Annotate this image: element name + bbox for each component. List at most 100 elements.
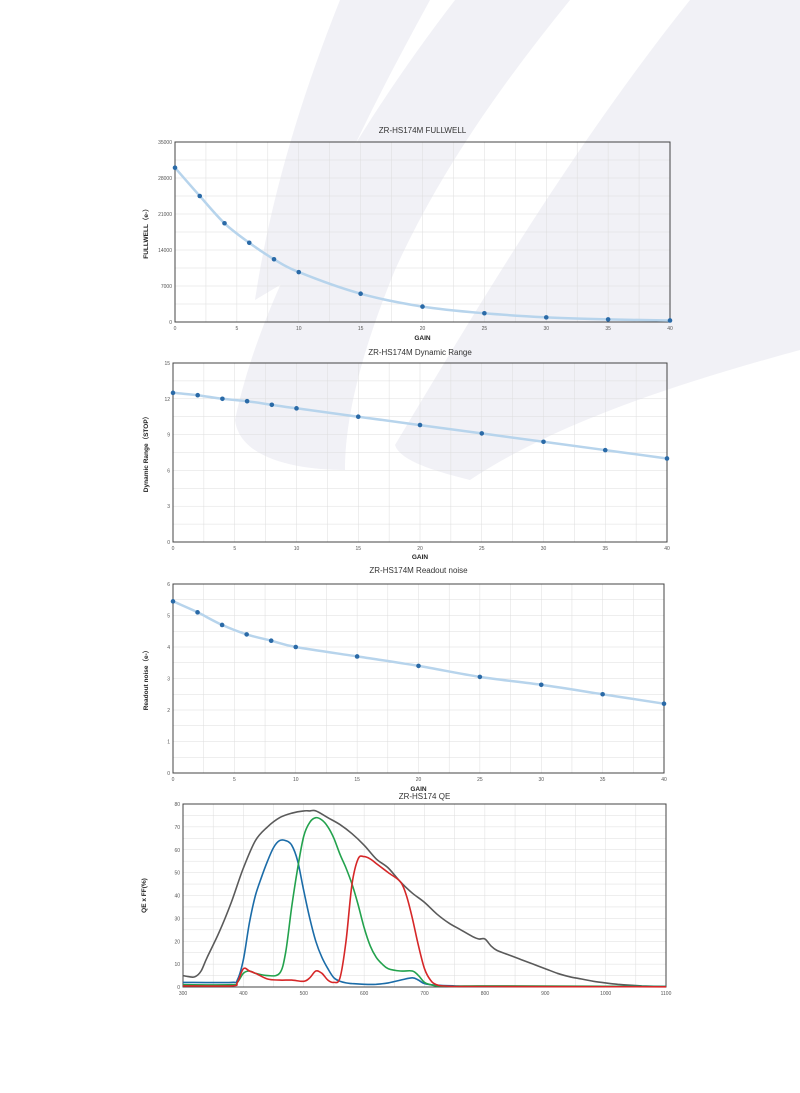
y-axis-label: QE x FF(%) bbox=[141, 878, 148, 913]
data-point bbox=[538, 682, 544, 688]
y-tick-label: 40 bbox=[174, 894, 180, 900]
x-tick-label: 40 bbox=[661, 777, 667, 783]
y-tick-label: 50 bbox=[174, 871, 180, 877]
x-tick-label: 600 bbox=[360, 991, 369, 997]
x-tick-label: 35 bbox=[605, 326, 611, 332]
data-point bbox=[358, 291, 363, 297]
data-point bbox=[417, 422, 423, 428]
x-tick-label: 35 bbox=[602, 546, 608, 552]
data-point bbox=[600, 691, 605, 697]
fullwell-chart-svg: 0 5 10 15 20 25 30 35 40 0 7000 14000 21000 28000 3500… bbox=[142, 126, 673, 342]
series-line bbox=[182, 839, 667, 988]
data-point bbox=[246, 240, 252, 246]
y-tick-label: 7000 bbox=[161, 284, 172, 290]
x-tick-label: 5 bbox=[233, 546, 236, 552]
y-tick-label: 5 bbox=[167, 614, 170, 620]
y-tick-label: 1 bbox=[167, 740, 170, 746]
x-tick-label: 25 bbox=[482, 326, 488, 332]
x-tick-label: 15 bbox=[354, 777, 360, 783]
data-point bbox=[195, 610, 200, 615]
data-point bbox=[482, 310, 487, 316]
data-point bbox=[602, 447, 608, 453]
data-point bbox=[294, 406, 299, 411]
y-tick-label: 10 bbox=[174, 962, 180, 968]
readout-noise-chart-svg: 0 5 10 15 20 25 30 35 40 0 1 2 3 4 5 6 ZR-HS174M Readout… bbox=[142, 566, 667, 793]
x-tick-label: 25 bbox=[477, 777, 483, 783]
series-line bbox=[182, 816, 667, 988]
x-tick-label: 15 bbox=[355, 546, 361, 552]
data-point bbox=[420, 304, 425, 309]
y-tick-label: 6 bbox=[167, 468, 170, 474]
x-tick-label: 20 bbox=[420, 326, 426, 332]
x-tick-label: 20 bbox=[416, 777, 422, 783]
qe-chart: 300 400 500 600 700 800 900 1000 1100 0 10 20 30 40 50… bbox=[0, 790, 800, 1000]
data-point bbox=[197, 193, 203, 199]
y-tick-label: 0 bbox=[177, 985, 180, 991]
y-tick-label: 20 bbox=[174, 939, 180, 945]
dynamic-range-chart-svg: 0 5 10 15 20 25 30 35 40 0 3 6 9 12 15 ZR-HS174M Dynami… bbox=[142, 348, 670, 561]
data-point bbox=[222, 220, 227, 226]
x-tick-label: 0 bbox=[172, 546, 175, 552]
y-axis-label: Dynamic Range（STOP） bbox=[142, 413, 150, 492]
watermark-shape bbox=[235, 0, 570, 470]
chart-title: ZR-HS174M FULLWELL bbox=[379, 126, 467, 135]
y-axis-label: Readout noise（e-） bbox=[142, 647, 150, 711]
x-tick-label: 40 bbox=[664, 546, 670, 552]
x-tick-label: 300 bbox=[179, 991, 188, 997]
x-tick-label: 1000 bbox=[600, 991, 611, 997]
data-point bbox=[355, 414, 361, 419]
chart-title: ZR-HS174 QE bbox=[399, 792, 451, 801]
x-tick-label: 35 bbox=[600, 777, 606, 783]
x-tick-label: 10 bbox=[296, 326, 302, 332]
x-tick-label: 40 bbox=[667, 326, 673, 332]
data-point bbox=[416, 663, 421, 669]
y-tick-label: 0 bbox=[167, 540, 170, 546]
x-tick-label: 30 bbox=[538, 777, 544, 783]
data-point bbox=[268, 638, 274, 643]
y-tick-label: 3 bbox=[167, 677, 170, 683]
x-tick-label: 500 bbox=[300, 991, 309, 997]
x-tick-label: 20 bbox=[417, 546, 423, 552]
chart-title: ZR-HS174M Readout noise bbox=[369, 566, 468, 575]
chart-title: ZR-HS174M Dynamic Range bbox=[368, 348, 472, 357]
x-tick-label: 0 bbox=[172, 777, 175, 783]
y-axis-label: FULLWELL（e-） bbox=[142, 205, 150, 258]
plot-frame bbox=[172, 362, 668, 543]
y-tick-label: 21000 bbox=[158, 212, 172, 218]
y-tick-label: 0 bbox=[169, 320, 172, 326]
y-tick-label: 14000 bbox=[158, 248, 172, 254]
y-tick-label: 15 bbox=[164, 361, 170, 367]
x-tick-label: 10 bbox=[293, 777, 299, 783]
y-tick-label: 9 bbox=[167, 433, 170, 439]
series-line bbox=[182, 855, 667, 988]
data-point bbox=[296, 269, 302, 275]
data-point bbox=[172, 165, 178, 171]
plot-frame bbox=[182, 803, 667, 988]
data-point bbox=[271, 256, 277, 262]
data-point bbox=[170, 390, 176, 396]
x-tick-label: 900 bbox=[541, 991, 550, 997]
data-point bbox=[195, 392, 200, 398]
readout-noise-chart: 0 5 10 15 20 25 30 35 40 0 1 2 3 4 5 6 ZR-HS174M Readout… bbox=[0, 564, 800, 794]
x-axis-label: GAIN bbox=[414, 335, 431, 342]
plot-frame bbox=[172, 583, 665, 774]
x-tick-label: 1100 bbox=[661, 991, 672, 997]
x-tick-label: 5 bbox=[233, 777, 236, 783]
x-tick-label: 5 bbox=[235, 326, 238, 332]
x-axis-label: GAIN bbox=[412, 554, 429, 561]
x-axis-label: GAIN bbox=[410, 786, 427, 793]
x-tick-label: 30 bbox=[543, 326, 549, 332]
x-tick-label: 800 bbox=[481, 991, 490, 997]
y-tick-label: 0 bbox=[167, 771, 170, 777]
dynamic-range-chart: 0 5 10 15 20 25 30 35 40 0 3 6 9 12 15 ZR-HS174M Dynami… bbox=[0, 345, 800, 565]
y-tick-label: 80 bbox=[174, 802, 180, 808]
data-point bbox=[479, 431, 485, 436]
data-point bbox=[664, 456, 670, 461]
data-point bbox=[269, 402, 275, 408]
data-point bbox=[220, 396, 225, 402]
y-tick-label: 12 bbox=[164, 397, 170, 403]
y-tick-label: 30 bbox=[174, 916, 180, 922]
y-tick-label: 35000 bbox=[158, 140, 172, 146]
x-tick-label: 15 bbox=[358, 326, 364, 332]
data-point bbox=[244, 398, 250, 404]
